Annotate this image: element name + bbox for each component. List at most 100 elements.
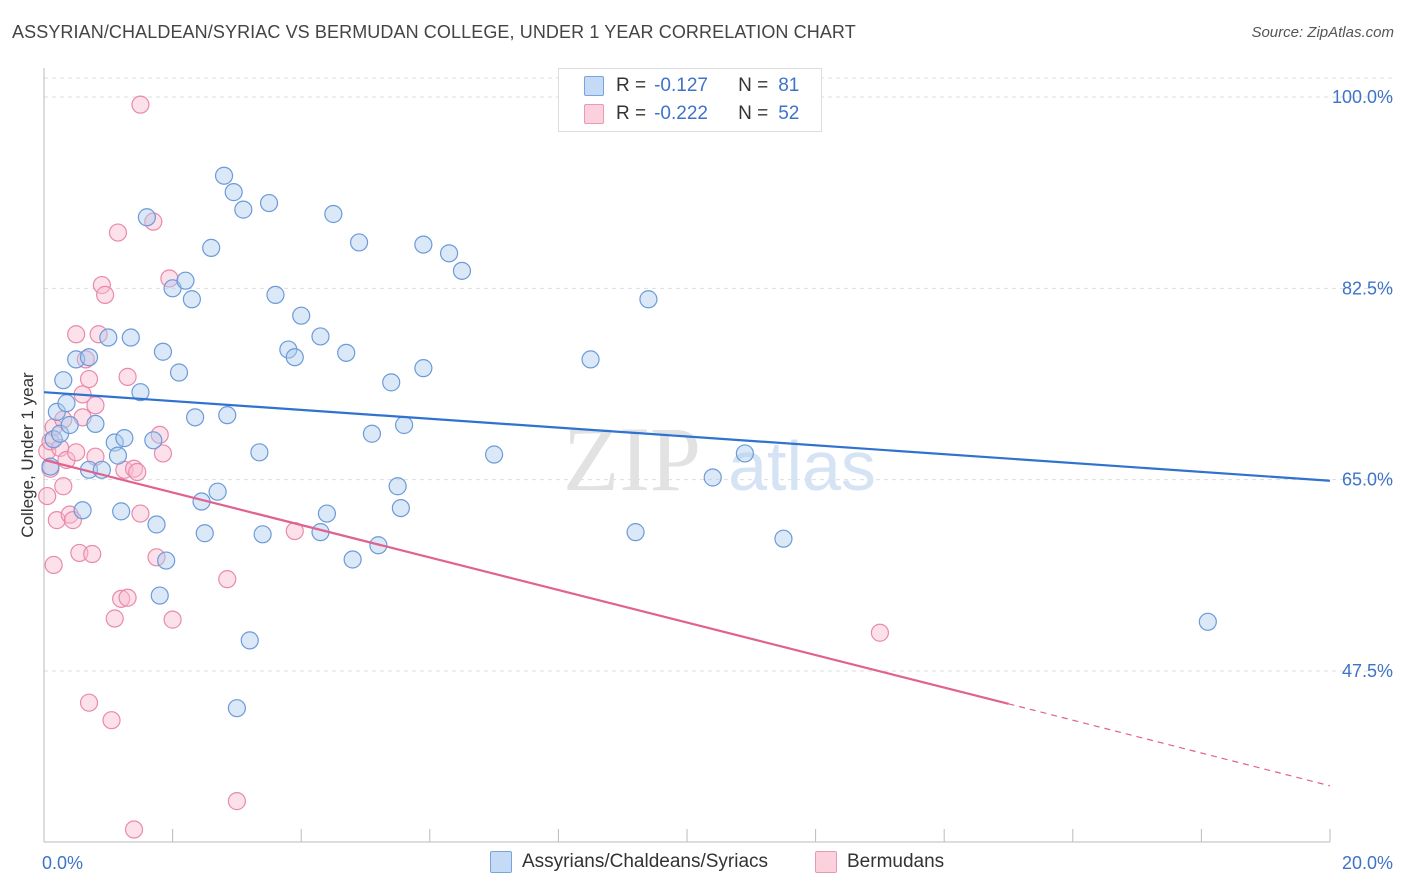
- data-point: [124, 820, 144, 839]
- trend-lines: [43, 391, 1331, 787]
- data-point: [259, 193, 279, 213]
- data-point: [118, 588, 137, 607]
- trend-line-pink: [43, 458, 1009, 705]
- n-value: 52: [778, 103, 800, 124]
- data-point: [86, 396, 105, 415]
- data-point: [38, 486, 57, 506]
- axes: [43, 68, 1331, 843]
- data-point: [147, 515, 166, 534]
- data-point: [163, 610, 182, 629]
- data-point: [63, 511, 83, 530]
- legend-label-bermudans: Bermudans: [847, 851, 945, 872]
- data-point: [774, 529, 793, 548]
- n-label: N =: [738, 103, 769, 124]
- data-point: [227, 699, 246, 718]
- x-tick-label: 20.0%: [1342, 853, 1393, 873]
- data-point: [391, 498, 410, 518]
- data-point: [182, 290, 201, 309]
- data-point: [343, 550, 362, 569]
- data-point: [108, 223, 128, 242]
- source-credit: Source: ZipAtlas.com: [1251, 24, 1394, 41]
- r-value: -0.222: [654, 103, 708, 124]
- r-value: -0.127: [654, 75, 708, 96]
- data-point: [112, 502, 131, 521]
- data-point: [581, 350, 600, 369]
- data-point: [137, 208, 156, 227]
- data-point: [414, 235, 433, 254]
- r-label: R =: [616, 103, 647, 124]
- trend-line-extension-pink: [1008, 703, 1331, 787]
- data-point: [73, 501, 92, 520]
- legend-item-bermudans[interactable]: Bermudans: [815, 851, 944, 873]
- watermark-atlas: atlas: [728, 427, 876, 505]
- data-point: [394, 415, 414, 435]
- data-point: [311, 327, 330, 346]
- data-point: [153, 444, 173, 463]
- data-point: [157, 551, 176, 570]
- data-point: [703, 468, 722, 487]
- data-point: [121, 328, 140, 347]
- data-point: [169, 363, 189, 382]
- data-point: [266, 285, 285, 304]
- data-point: [67, 325, 86, 344]
- data-point: [285, 348, 304, 367]
- data-point: [67, 443, 86, 462]
- data-point: [349, 233, 369, 252]
- data-point: [57, 394, 76, 413]
- n-value: 81: [778, 75, 800, 96]
- data-point: [105, 609, 124, 628]
- legend-item-assyrians[interactable]: Assyrians/Chaldeans/Syriacs: [490, 851, 768, 873]
- data-point: [639, 290, 658, 309]
- data-point: [54, 371, 73, 390]
- data-point: [79, 693, 99, 712]
- data-point: [131, 504, 150, 523]
- data-point: [54, 477, 73, 496]
- data-point: [76, 350, 95, 369]
- chart-title: ASSYRIAN/CHALDEAN/SYRIAC VS BERMUDAN COL…: [12, 22, 856, 42]
- r-label: R =: [616, 75, 647, 96]
- data-point: [208, 482, 227, 501]
- legend-label-assyrians: Assyrians/Chaldeans/Syriacs: [522, 851, 769, 872]
- data-point: [388, 477, 407, 496]
- data-point: [870, 623, 890, 642]
- swatch-pink: [584, 104, 604, 124]
- series-legend: Assyrians/Chaldeans/Syriacs Bermudans: [0, 851, 1406, 877]
- data-point: [131, 95, 150, 114]
- data-point: [70, 543, 89, 563]
- x-tick-label: 0.0%: [42, 853, 83, 873]
- data-point: [218, 406, 237, 425]
- data-point: [95, 285, 115, 304]
- data-point: [99, 328, 118, 347]
- trend-line-blue: [43, 391, 1331, 482]
- data-point: [735, 444, 754, 463]
- stats-legend: R = -0.127 N = 81 R = -0.222 N = 52: [558, 68, 822, 132]
- data-point: [83, 544, 102, 564]
- data-point: [160, 269, 179, 288]
- data-point: [41, 432, 60, 451]
- swatch-blue: [584, 76, 604, 96]
- data-point: [89, 325, 108, 344]
- data-point: [382, 373, 401, 392]
- data-point: [337, 343, 356, 362]
- data-point: [253, 525, 272, 544]
- data-point: [108, 446, 128, 465]
- data-point: [128, 462, 147, 482]
- data-point: [1198, 612, 1217, 631]
- data-point: [292, 306, 311, 325]
- data-point: [485, 445, 504, 464]
- data-point: [214, 166, 234, 185]
- data-point: [86, 414, 105, 434]
- y-axis-label: College, Under 1 year: [18, 372, 37, 538]
- data-point: [202, 238, 221, 257]
- data-point: [240, 631, 259, 650]
- data-point: [112, 589, 131, 608]
- data-point: [218, 570, 237, 589]
- y-tick-label: 100.0%: [1332, 87, 1393, 107]
- stats-row-pink: R = -0.222 N = 52: [559, 101, 799, 127]
- watermark-zip: ZIP: [563, 408, 701, 510]
- data-point: [176, 271, 195, 290]
- data-point: [324, 204, 343, 224]
- grid-lines: [44, 77, 1393, 672]
- data-point: [60, 415, 79, 435]
